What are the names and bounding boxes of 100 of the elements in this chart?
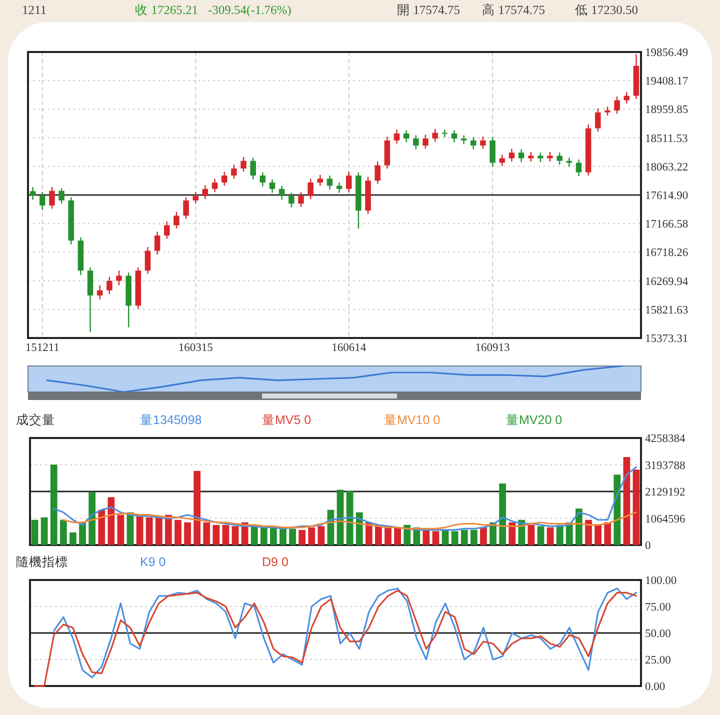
text: 量MV10 0 — [384, 413, 440, 427]
y-tick-label: 18511.53 — [645, 132, 688, 145]
candlestick — [96, 284, 103, 300]
bar — [623, 457, 630, 545]
bar — [508, 522, 516, 545]
bar — [537, 526, 544, 545]
y-tick-label: 0.00 — [645, 681, 666, 693]
candlestick — [394, 129, 400, 144]
candlestick — [174, 211, 180, 230]
y-tick-label: 17166.58 — [645, 218, 688, 231]
text: 低 17230.50 — [575, 3, 638, 17]
bar — [556, 524, 564, 545]
candlestick — [538, 152, 544, 163]
bar — [394, 527, 401, 545]
bar — [79, 522, 86, 545]
bar — [108, 497, 115, 545]
y-tick-label: 15821.63 — [645, 304, 688, 316]
y-tick-label: 0 — [645, 540, 651, 552]
bar — [442, 530, 449, 545]
candlestick — [499, 154, 505, 167]
x-tick-label: 160614 — [332, 342, 366, 354]
candlestick — [346, 171, 352, 193]
candlestick — [260, 172, 266, 187]
candlestick — [460, 134, 467, 145]
bar — [576, 508, 582, 545]
candlestick — [508, 148, 515, 162]
bar — [40, 517, 48, 545]
candlestick — [39, 192, 46, 211]
candlestick — [30, 186, 36, 200]
candlestick — [192, 192, 198, 204]
candlestick — [490, 136, 496, 168]
bar — [117, 514, 124, 545]
text: 量1345098 — [140, 413, 202, 427]
bar — [375, 524, 382, 545]
bar — [585, 520, 592, 545]
y-tick-label: 25.00 — [645, 654, 672, 666]
candlestick — [49, 186, 55, 210]
bar — [31, 520, 38, 545]
bar — [422, 530, 430, 545]
candlestick — [183, 196, 189, 220]
x-tick-label: 160913 — [475, 342, 510, 354]
x-tick-label: 151211 — [25, 342, 60, 354]
bar — [50, 464, 58, 545]
chart-title: 隨機指標 — [16, 555, 68, 569]
candlestick — [595, 108, 601, 132]
bar — [98, 510, 106, 545]
legend-label: 量MV5 0 — [262, 413, 312, 427]
bar — [146, 517, 153, 545]
candlestick — [298, 192, 304, 208]
bar — [451, 531, 458, 545]
candlestick — [240, 156, 246, 172]
bar — [308, 527, 316, 545]
text: 開 17574.75 — [397, 3, 460, 17]
bar — [212, 524, 220, 545]
y-tick-label: 2129192 — [645, 486, 686, 498]
bar — [88, 492, 96, 545]
bar — [432, 531, 440, 545]
bar — [184, 522, 191, 545]
y-tick-label: 17614.90 — [645, 190, 688, 202]
bar — [404, 524, 411, 545]
candlestick — [528, 151, 534, 162]
bar — [604, 522, 612, 545]
bar — [155, 517, 162, 545]
y-tick-label: 19856.49 — [645, 47, 688, 59]
candlestick — [308, 178, 314, 200]
y-tick-label: 16718.26 — [645, 247, 688, 260]
y-tick-label: 75.00 — [645, 602, 672, 614]
bar — [280, 527, 286, 545]
y-tick-label: 100.00 — [645, 575, 677, 587]
legend-label: 量MV20 0 — [506, 413, 562, 427]
y-tick-label: 15373.31 — [645, 333, 688, 345]
bar — [346, 490, 354, 545]
bar — [632, 470, 640, 545]
text: -309.54(-1.76%) — [208, 3, 292, 17]
bar — [470, 530, 478, 545]
candlestick — [480, 136, 486, 150]
candlestick — [566, 157, 572, 168]
y-tick-label: 4258384 — [645, 433, 686, 445]
candlestick — [250, 157, 256, 180]
line-series — [62, 512, 638, 530]
bar — [203, 522, 210, 545]
candlestick — [556, 152, 562, 166]
bar — [194, 470, 201, 545]
bar — [528, 524, 535, 545]
y-tick-label: 16269.94 — [645, 276, 688, 288]
bar — [546, 527, 554, 545]
bar — [164, 514, 172, 545]
candlestick — [164, 220, 170, 240]
candlestick — [422, 134, 428, 150]
text: 收 17265.21 — [135, 3, 198, 17]
y-tick-label: 18063.22 — [645, 161, 688, 174]
candlestick — [231, 164, 237, 180]
y-tick-label: 3193788 — [645, 460, 686, 472]
candlestick — [451, 130, 458, 143]
candlestick — [288, 192, 294, 208]
bar — [499, 483, 506, 545]
candlestick — [212, 178, 218, 193]
text: K9 0 — [140, 555, 166, 569]
candlestick — [403, 130, 410, 143]
candlestick — [116, 270, 122, 286]
